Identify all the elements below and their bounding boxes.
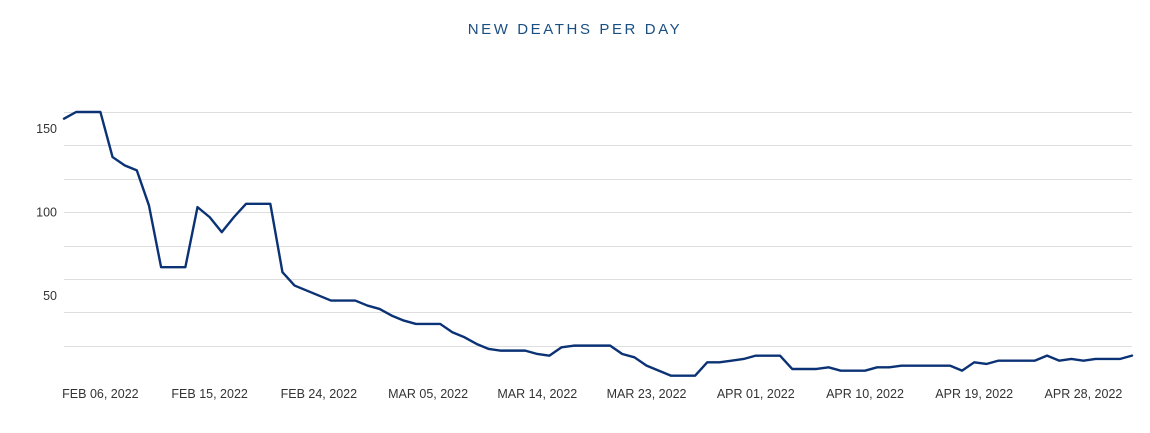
y-tick-label: 100 xyxy=(36,206,57,220)
x-tick-label: MAR 14, 2022 xyxy=(497,387,577,401)
chart-title: NEW DEATHS PER DAY xyxy=(467,21,683,38)
y-axis-ticks: 50 100 150 xyxy=(36,122,57,303)
x-axis-ticks: FEB 06, 2022 FEB 15, 2022 FEB 24, 2022 MAR … xyxy=(62,387,1122,401)
x-tick-label: FEB 15, 2022 xyxy=(171,387,247,401)
x-tick-label: FEB 24, 2022 xyxy=(281,387,357,401)
y-tick-label: 150 xyxy=(36,122,57,136)
x-tick-label: APR 10, 2022 xyxy=(826,387,904,401)
x-tick-label: MAR 05, 2022 xyxy=(388,387,468,401)
x-tick-label: MAR 23, 2022 xyxy=(607,387,687,401)
x-tick-label: APR 19, 2022 xyxy=(935,387,1013,401)
y-tick-label: 50 xyxy=(43,289,57,303)
series-layer xyxy=(62,110,1134,377)
x-tick-label: FEB 06, 2022 xyxy=(62,387,138,401)
x-tick-label: APR 01, 2022 xyxy=(717,387,795,401)
x-tick-label: APR 28, 2022 xyxy=(1045,387,1123,401)
series-line-new-deaths xyxy=(62,110,1134,377)
